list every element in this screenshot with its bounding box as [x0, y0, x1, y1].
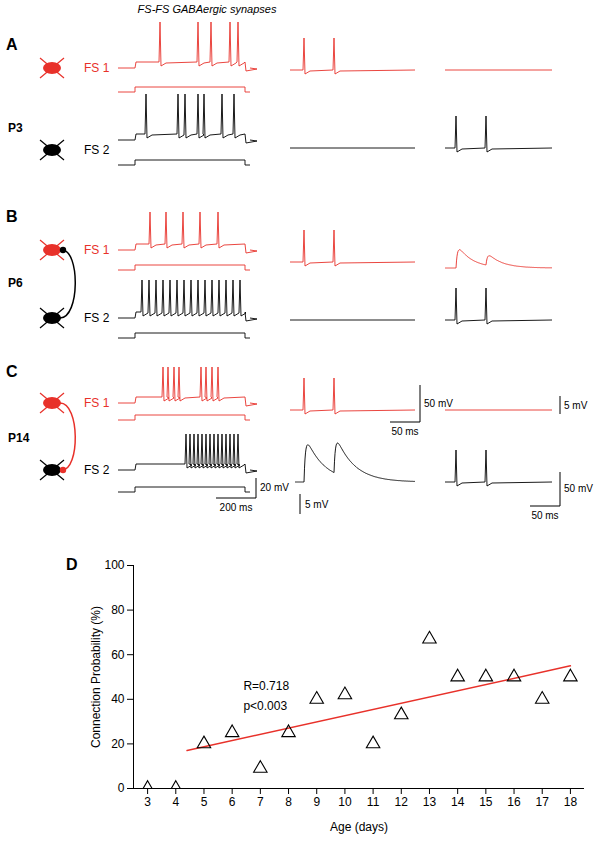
svg-text:15: 15: [479, 795, 493, 809]
svg-text:FS-FS GABAergic synapses: FS-FS GABAergic synapses: [138, 3, 277, 15]
svg-text:13: 13: [423, 795, 437, 809]
svg-text:50 ms: 50 ms: [531, 510, 558, 521]
svg-text:100: 100: [104, 558, 124, 572]
svg-text:50 mV: 50 mV: [424, 398, 453, 409]
svg-text:FS 1: FS 1: [84, 243, 110, 257]
svg-text:Connection Probability (%): Connection Probability (%): [89, 606, 103, 748]
svg-text:10: 10: [338, 795, 352, 809]
svg-text:6: 6: [229, 795, 236, 809]
html-text:D: D: [66, 556, 78, 573]
svg-text:P14: P14: [8, 431, 30, 445]
svg-text:FS 1: FS 1: [84, 61, 110, 75]
svg-text:FS 2: FS 2: [84, 143, 110, 157]
svg-text:p<0.003: p<0.003: [243, 699, 287, 713]
svg-text:8: 8: [285, 795, 292, 809]
svg-text:FS 1: FS 1: [84, 396, 110, 410]
svg-text:3: 3: [144, 795, 151, 809]
svg-text:40: 40: [111, 692, 125, 706]
svg-text:9: 9: [313, 795, 320, 809]
svg-text:4: 4: [172, 795, 179, 809]
svg-text:60: 60: [111, 648, 125, 662]
svg-text:5 mV: 5 mV: [564, 400, 588, 411]
svg-text:0: 0: [118, 781, 125, 795]
svg-text:17: 17: [536, 795, 550, 809]
svg-text:5: 5: [201, 795, 208, 809]
svg-text:FS 2: FS 2: [84, 311, 110, 325]
svg-text:14: 14: [451, 795, 465, 809]
svg-text:A: A: [6, 36, 18, 53]
svg-text:P3: P3: [8, 121, 23, 135]
svg-text:50 ms: 50 ms: [391, 426, 418, 437]
svg-text:12: 12: [395, 795, 409, 809]
svg-text:7: 7: [257, 795, 264, 809]
svg-text:R=0.718: R=0.718: [243, 679, 289, 693]
svg-text:200 ms: 200 ms: [220, 502, 253, 513]
svg-text:80: 80: [111, 603, 125, 617]
svg-text:16: 16: [507, 795, 521, 809]
svg-text:B: B: [6, 208, 18, 225]
svg-text:5 mV: 5 mV: [305, 499, 329, 510]
svg-text:Age (days): Age (days): [330, 820, 388, 834]
svg-text:20: 20: [111, 737, 125, 751]
svg-text:C: C: [6, 363, 18, 380]
svg-text:50 mV: 50 mV: [564, 483, 593, 494]
svg-text:20 mV: 20 mV: [260, 482, 289, 493]
svg-text:FS 2: FS 2: [84, 463, 110, 477]
svg-text:11: 11: [367, 795, 380, 809]
svg-text:P6: P6: [8, 276, 23, 290]
svg-text:18: 18: [564, 795, 578, 809]
